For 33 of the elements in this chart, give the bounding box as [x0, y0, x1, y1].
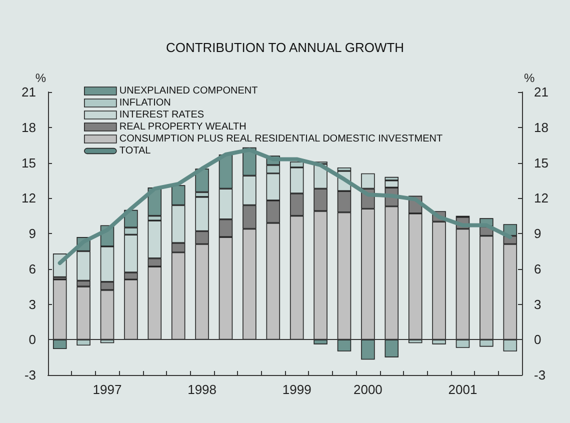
y-tick-label: 3 [28, 296, 36, 312]
legend-label: INTEREST RATES [119, 110, 204, 120]
x-tick-label: 2000 [353, 382, 382, 397]
x-tick-label: 2001 [448, 382, 478, 397]
y2-tick-label: 6 [534, 261, 542, 276]
legend-label: UNEXPLAINED COMPONENT [119, 86, 258, 96]
y-tick-label: 21 [22, 84, 36, 100]
y-tick-label: 9 [28, 226, 36, 241]
x-tick-label: 1997 [92, 382, 122, 397]
x-tick-label: 1999 [282, 382, 312, 397]
y-tick-label: 6 [28, 261, 36, 276]
y2-tick-label: 9 [534, 226, 542, 241]
y-tick-label: 18 [22, 120, 36, 135]
y-tick-label: 12 [22, 190, 36, 206]
y2-tick-label: 15 [534, 155, 548, 170]
legend-label: REAL PROPERTY WEALTH [119, 122, 246, 132]
y2-axis-title: % [524, 71, 535, 85]
y2-tick-label: 12 [534, 190, 548, 206]
y2-tick-label: 18 [534, 120, 548, 135]
line-series [58, 148, 512, 265]
y-axis-title: % [35, 71, 46, 85]
y2-tick-label: -3 [534, 368, 546, 382]
y2-tick-label: 0 [534, 332, 542, 348]
y2-tick-label: 3 [534, 296, 542, 312]
y-tick-label: 15 [22, 155, 36, 170]
legend-label: TOTAL [119, 146, 152, 156]
x-tick-label: 1998 [188, 382, 217, 397]
legend-label: CONSUMPTION PLUS REAL RESIDENTIAL DOMESTIC INVESTMENT [119, 134, 443, 144]
y-tick-label: 0 [28, 332, 36, 348]
y-tick-label: -3 [24, 368, 36, 382]
legend-label: INFLATION [119, 98, 171, 108]
y2-tick-label: 21 [534, 84, 548, 100]
chart-title: CONTRIBUTION TO ANNUAL GROWTH [166, 40, 404, 55]
